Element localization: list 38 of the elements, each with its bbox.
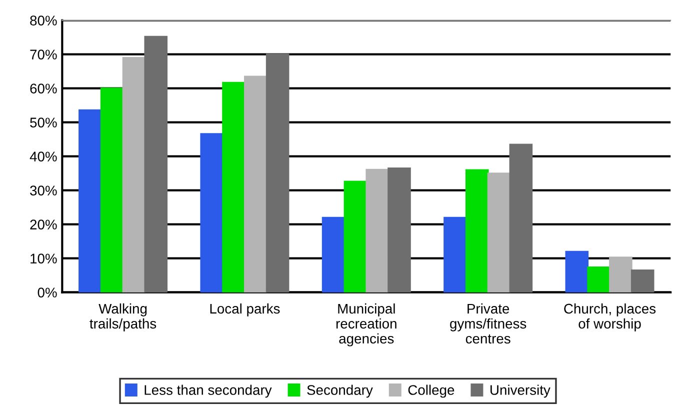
y-tick-label: 60% (30, 84, 57, 94)
x-tick-label: Church, places of worship (564, 303, 656, 332)
x-tick-label: Local parks (210, 303, 280, 316)
bar (266, 54, 290, 292)
x-tick-label: Municipal recreation agencies (336, 303, 396, 346)
bar (630, 270, 654, 292)
bar (244, 76, 268, 292)
legend-label: Less than secondary (144, 384, 272, 398)
y-tick-label: 40% (30, 152, 57, 162)
bar (322, 216, 346, 292)
y-tick-label: 0% (38, 288, 57, 298)
bar (78, 109, 102, 292)
bar (122, 57, 146, 292)
y-tick-label: 30% (30, 186, 57, 196)
legend-label: Secondary (307, 384, 373, 398)
y-tick-label: 70% (30, 50, 57, 60)
bar (388, 168, 411, 292)
bar (587, 266, 610, 292)
y-tick-label: 80% (30, 16, 57, 26)
legend-label: College (408, 384, 454, 398)
bar (465, 169, 489, 292)
bar (144, 36, 168, 292)
x-tick-label: Walking trails/paths (90, 303, 156, 332)
bar (444, 216, 467, 292)
x-tick-label: Private gyms/fitness centres (450, 303, 526, 344)
y-tick-label: 10% (30, 254, 57, 264)
bar (565, 250, 589, 292)
bar (344, 180, 368, 292)
bar (509, 144, 533, 292)
bar (222, 82, 246, 292)
bar (487, 172, 511, 292)
bar (100, 88, 124, 292)
y-tick-label: 50% (30, 118, 57, 128)
bar (366, 168, 389, 292)
bar (609, 256, 632, 292)
legend-label: University (490, 384, 550, 398)
y-tick-label: 20% (30, 220, 57, 230)
bar (200, 133, 224, 292)
